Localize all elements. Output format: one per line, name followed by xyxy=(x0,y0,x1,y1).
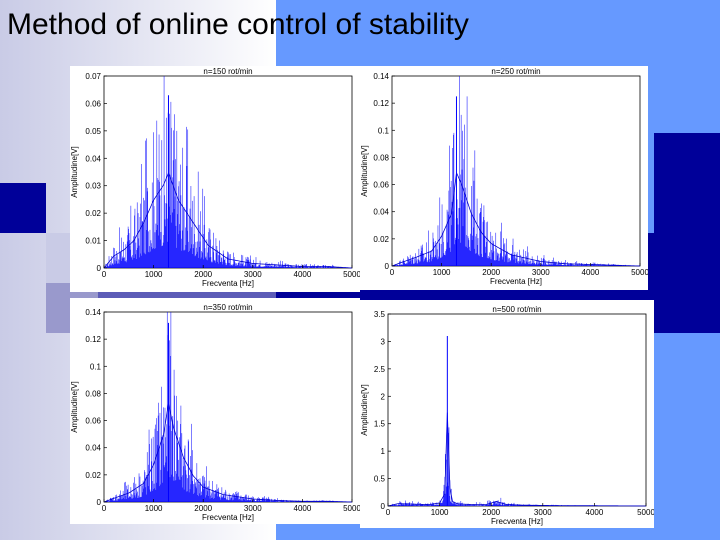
y-tick-label: 0 xyxy=(381,502,386,511)
y-axis-label: Amplitudine[V] xyxy=(360,384,369,436)
y-tick-label: 0.04 xyxy=(85,444,101,453)
y-tick-label: 0.02 xyxy=(85,471,101,480)
chart-title: n=350 rot/min xyxy=(203,303,252,312)
x-tick-label: 4000 xyxy=(294,270,312,279)
series-envelope xyxy=(391,171,641,267)
x-tick-label: 2000 xyxy=(194,270,212,279)
y-tick-label: 1 xyxy=(381,447,386,456)
x-tick-label: 3000 xyxy=(244,270,262,279)
y-tick-label: 0.1 xyxy=(90,362,102,371)
chart-panel-4: 0 1000 2000 3000 4000 5000 0 0.5 1 1.5 2 2.5 3 3.5 n=5… xyxy=(360,300,654,528)
y-tick-label: 0 xyxy=(97,498,102,507)
x-tick-label: 2000 xyxy=(482,268,500,277)
x-tick-label: 1000 xyxy=(145,504,163,513)
plot-area xyxy=(391,75,641,267)
x-tick-label: 5000 xyxy=(343,270,360,279)
x-axis-label: Frecventa [Hz] xyxy=(202,513,254,522)
slide-title: Method of online control of stability xyxy=(7,8,469,41)
x-tick-label: 3000 xyxy=(244,504,262,513)
x-tick-label: 1000 xyxy=(433,268,451,277)
chart-title: n=150 rot/min xyxy=(203,67,252,76)
x-tick-label: 4000 xyxy=(294,504,312,513)
x-axis-label: Frecventa [Hz] xyxy=(490,277,542,286)
y-axis-label: Amplitudine[V] xyxy=(360,145,369,197)
x-tick-label: 3000 xyxy=(534,508,552,517)
y-tick-label: 0.04 xyxy=(373,208,389,217)
x-tick-label: 4000 xyxy=(586,508,604,517)
series-envelope xyxy=(387,412,647,507)
x-tick-label: 2000 xyxy=(194,504,212,513)
y-tick-label: 0.06 xyxy=(85,99,101,108)
y-tick-label: 0.08 xyxy=(85,389,101,398)
y-tick-label: 0.02 xyxy=(85,209,101,218)
chart-panel-2: 0 1000 2000 3000 4000 5000 0 0.02 0.04 0.06 0.08 0.… xyxy=(360,66,648,290)
y-tick-label: 0.14 xyxy=(85,308,101,317)
y-axis-label: Amplitudine[V] xyxy=(70,146,79,198)
y-tick-label: 0.02 xyxy=(373,235,389,244)
x-tick-label: 5000 xyxy=(637,508,654,517)
y-tick-label: 2.5 xyxy=(374,365,386,374)
y-tick-label: 0.03 xyxy=(85,182,101,191)
x-tick-label: 1000 xyxy=(145,270,163,279)
y-tick-label: 0 xyxy=(97,264,102,273)
x-tick-label: 2000 xyxy=(482,508,500,517)
x-tick-label: 3000 xyxy=(532,268,550,277)
series-envelope xyxy=(103,403,353,503)
y-tick-label: 3 xyxy=(381,337,386,346)
x-tick-label: 5000 xyxy=(343,504,360,513)
y-axis-label: Amplitudine[V] xyxy=(70,381,79,433)
y-tick-label: 0.07 xyxy=(85,72,101,81)
x-tick-label: 4000 xyxy=(582,268,600,277)
plot-area xyxy=(387,313,647,507)
chart-panel-3: 0 1000 2000 3000 4000 5000 0 0.02 0.04 0.06 0.08 0.… xyxy=(70,298,360,524)
x-axis-label: Frecventa [Hz] xyxy=(202,279,254,288)
y-tick-label: 0.06 xyxy=(85,417,101,426)
series-envelope xyxy=(103,171,353,269)
y-tick-label: 2 xyxy=(381,392,386,401)
y-tick-label: 3.5 xyxy=(374,310,386,319)
x-tick-label: 0 xyxy=(390,268,395,277)
x-axis-label: Frecventa [Hz] xyxy=(491,517,543,526)
decor-navy-block-right xyxy=(654,133,720,233)
chart-4: 0 1000 2000 3000 4000 5000 0 0.5 1 1.5 2 2.5 3 3.5 n=5… xyxy=(360,305,654,526)
x-tick-label: 0 xyxy=(102,270,107,279)
chart-2: 0 1000 2000 3000 4000 5000 0 0.02 0.04 0.06 0.08 0.… xyxy=(360,67,648,286)
y-tick-label: 0.04 xyxy=(85,154,101,163)
y-tick-label: 1.5 xyxy=(374,420,386,429)
y-tick-label: 0.08 xyxy=(373,153,389,162)
y-tick-label: 0.12 xyxy=(85,335,101,344)
chart-panel-1: 0 1000 2000 3000 4000 5000 0 0.01 0.02 0.03 0.04 0.… xyxy=(70,66,360,292)
y-tick-label: 0.14 xyxy=(373,72,389,81)
x-tick-label: 0 xyxy=(386,508,391,517)
chart-3: 0 1000 2000 3000 4000 5000 0 0.02 0.04 0.06 0.08 0.… xyxy=(70,303,360,522)
plot-area xyxy=(103,311,353,503)
y-tick-label: 0.1 xyxy=(378,126,390,135)
y-tick-label: 0.06 xyxy=(373,181,389,190)
chart-1: 0 1000 2000 3000 4000 5000 0 0.01 0.02 0.03 0.04 0.… xyxy=(70,67,360,288)
y-tick-label: 0.5 xyxy=(374,475,386,484)
series-spectrum xyxy=(104,76,352,268)
chart-title: n=250 rot/min xyxy=(491,67,540,76)
y-tick-label: 0 xyxy=(385,262,390,271)
y-tick-label: 0.01 xyxy=(85,237,101,246)
y-tick-label: 0.05 xyxy=(85,127,101,136)
chart-title: n=500 rot/min xyxy=(492,305,541,314)
x-tick-label: 5000 xyxy=(631,268,648,277)
y-tick-label: 0.12 xyxy=(373,99,389,108)
x-tick-label: 1000 xyxy=(431,508,449,517)
x-tick-label: 0 xyxy=(102,504,107,513)
decor-navy-block-left xyxy=(0,183,46,233)
